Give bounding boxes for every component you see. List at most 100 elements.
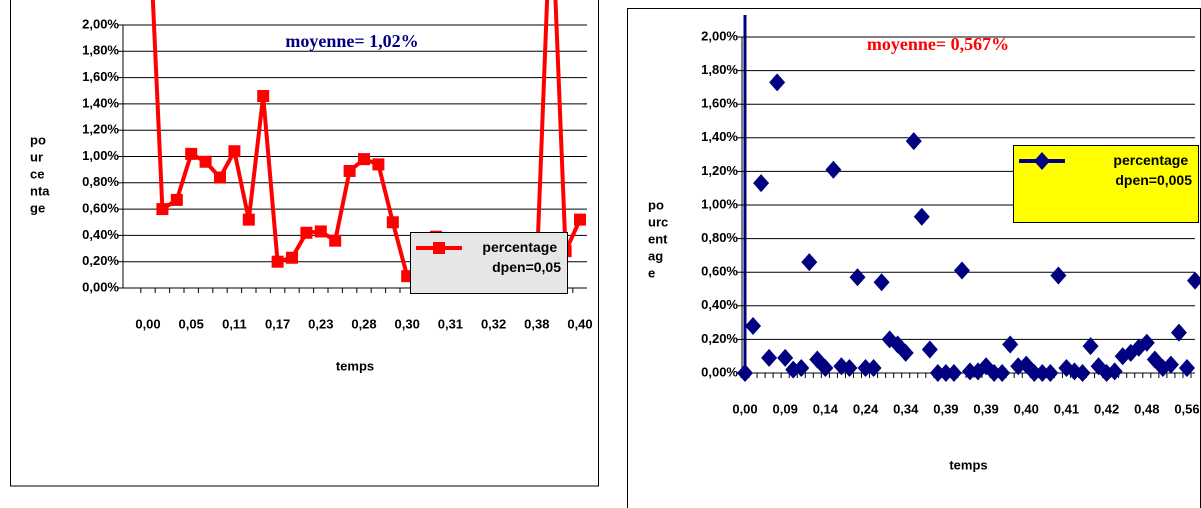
- x-tick-label: 0,34: [893, 401, 919, 416]
- marker: [994, 364, 1011, 382]
- y-axis-title: ce: [30, 166, 44, 181]
- y-tick-label: 0,40%: [701, 297, 738, 312]
- marker: [769, 73, 786, 92]
- marker: [793, 358, 810, 377]
- y-tick-label: 0,20%: [701, 331, 738, 346]
- x-tick-label: 0,56: [1174, 401, 1199, 416]
- marker: [849, 268, 866, 287]
- marker: [1002, 335, 1019, 354]
- x-tick-label: 0,23: [308, 316, 333, 331]
- marker: [865, 358, 882, 377]
- y-axis-title: ur: [30, 149, 43, 164]
- x-axis-title: temps: [949, 457, 987, 472]
- x-tick-label: 0,24: [853, 401, 879, 416]
- y-tick-label: 0,60%: [82, 201, 119, 216]
- marker: [1034, 152, 1050, 170]
- y-tick-label: 0,40%: [82, 227, 119, 242]
- marker: [1138, 333, 1155, 352]
- y-axis-title: e: [648, 265, 655, 280]
- marker: [913, 207, 930, 226]
- marker: [185, 147, 198, 160]
- marker: [1034, 364, 1051, 382]
- y-tick-label: 1,60%: [701, 96, 738, 111]
- legend-line-1: percentage: [1113, 152, 1192, 168]
- x-tick-label: 0,09: [773, 401, 798, 416]
- marker: [1187, 271, 1200, 290]
- plot: [737, 73, 1200, 382]
- marker: [761, 348, 778, 367]
- y-axis-title: nta: [30, 183, 50, 198]
- marker: [986, 364, 1003, 382]
- marker: [343, 164, 356, 177]
- annotation: moyenne= 0,567%: [867, 34, 1009, 54]
- marker: [1162, 355, 1179, 374]
- marker: [386, 216, 399, 229]
- marker: [170, 193, 183, 206]
- y-tick-label: 1,00%: [82, 148, 119, 163]
- legend-label: percentage dpen=0,005: [1113, 152, 1192, 188]
- marker: [929, 364, 946, 382]
- x-tick-label: 0,31: [438, 316, 463, 331]
- x-tick-label: 0,05: [179, 316, 204, 331]
- marker: [433, 242, 445, 254]
- marker: [358, 153, 370, 166]
- x-tick-label: 0,00: [732, 401, 757, 416]
- marker: [257, 90, 270, 103]
- marker: [1106, 362, 1123, 381]
- marker: [329, 234, 342, 247]
- x-tick-label: 0,00: [135, 316, 160, 331]
- chart-frame: [627, 8, 1201, 508]
- y-axis-title: ag: [648, 248, 663, 263]
- marker: [372, 158, 385, 171]
- marker: [271, 255, 284, 268]
- x-tick-label: 0,39: [933, 401, 958, 416]
- annotation: moyenne= 1,02%: [285, 31, 418, 51]
- x-axis-title: temps: [336, 358, 374, 373]
- y-tick-label: 1,40%: [701, 129, 738, 144]
- marker: [574, 213, 586, 226]
- y-tick-label: 2,00%: [82, 16, 119, 31]
- marker: [953, 261, 970, 280]
- marker: [1026, 364, 1043, 382]
- x-tick-label: 0,40: [1014, 401, 1039, 416]
- y-tick-label: 0,00%: [701, 364, 738, 379]
- marker: [1082, 337, 1099, 356]
- marker: [777, 348, 794, 367]
- x-tick-label: 0,42: [1094, 401, 1119, 416]
- x-tick-label: 0,38: [524, 316, 549, 331]
- y-tick-label: 0,20%: [82, 253, 119, 268]
- x-tick-label: 0,30: [395, 316, 420, 331]
- marker: [937, 364, 954, 382]
- marker: [841, 358, 858, 377]
- marker: [228, 145, 241, 158]
- legend-line-2: dpen=0,05: [492, 259, 561, 275]
- x-tick-label: 0,39: [973, 401, 998, 416]
- y-tick-label: 1,40%: [82, 95, 119, 110]
- x-tick-label: 0,28: [351, 316, 376, 331]
- y-axis-title: po: [30, 132, 46, 147]
- marker: [897, 343, 914, 362]
- marker: [817, 358, 834, 377]
- y-tick-label: 0,80%: [82, 174, 119, 189]
- x-tick-label: 0,48: [1134, 401, 1159, 416]
- x-tick-label: 0,41: [1054, 401, 1079, 416]
- y-tick-label: 1,20%: [701, 163, 738, 178]
- x-tick-label: 0,14: [813, 401, 839, 416]
- y-tick-label: 1,00%: [701, 196, 738, 211]
- y-axis-title: ent: [648, 231, 668, 246]
- marker: [737, 364, 753, 382]
- legend-line-2: dpen=0,005: [1115, 172, 1192, 188]
- marker: [314, 225, 327, 238]
- marker: [1050, 266, 1067, 285]
- marker: [1178, 358, 1195, 377]
- legend-label: percentage dpen=0,05: [482, 239, 561, 275]
- x-tick-label: 0,32: [481, 316, 506, 331]
- legend-line-1: percentage: [482, 239, 561, 255]
- x-tick-label: 0,17: [265, 316, 290, 331]
- y-axis-title: urc: [648, 214, 668, 229]
- marker: [156, 203, 169, 216]
- marker: [801, 253, 818, 272]
- marker: [1170, 323, 1187, 342]
- y-axis-title: po: [648, 197, 664, 212]
